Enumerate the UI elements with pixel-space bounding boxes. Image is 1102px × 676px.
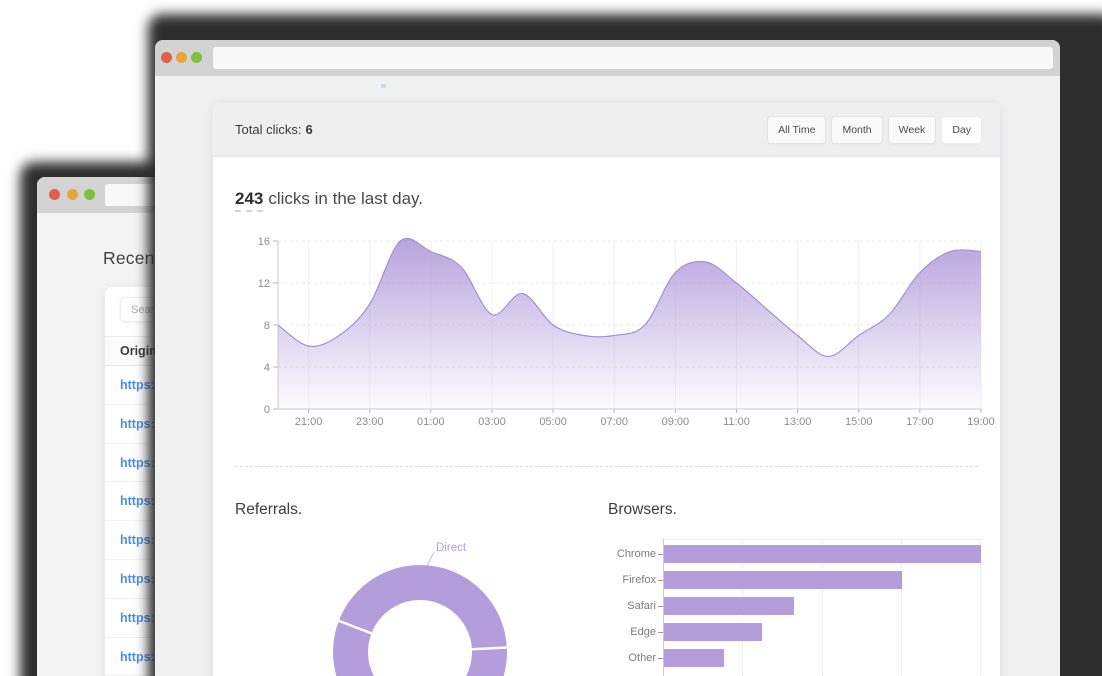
- origin-link[interactable]: https:: [120, 378, 155, 392]
- svg-text:01:00: 01:00: [417, 416, 445, 428]
- bar-axis-tick: [658, 580, 663, 581]
- referrals-donut-chart[interactable]: Direct: [305, 531, 585, 676]
- svg-text:12: 12: [258, 278, 270, 290]
- svg-text:03:00: 03:00: [478, 416, 506, 428]
- bar-other[interactable]: [664, 649, 724, 667]
- svg-text:8: 8: [264, 320, 270, 332]
- bar-label-firefox: Firefox: [622, 574, 656, 586]
- front-url-bar[interactable]: [213, 47, 1053, 69]
- bar-gridline: [900, 539, 902, 676]
- svg-text:15:00: 15:00: [845, 416, 873, 428]
- bar-edge[interactable]: [664, 623, 762, 641]
- svg-text:0: 0: [264, 404, 270, 416]
- total-clicks-value: 6: [305, 122, 313, 137]
- bar-axis-tick: [658, 632, 663, 633]
- svg-text:05:00: 05:00: [539, 416, 567, 428]
- svg-text:21:00: 21:00: [295, 416, 323, 428]
- bar-y-axis: [663, 539, 664, 676]
- bar-chrome[interactable]: [664, 545, 981, 563]
- svg-text:23:00: 23:00: [356, 416, 384, 428]
- traffic-light-minimize-icon[interactable]: [67, 189, 78, 200]
- svg-text:17:00: 17:00: [906, 416, 934, 428]
- range-button-all-time[interactable]: All Time: [767, 115, 827, 144]
- traffic-light-zoom-icon[interactable]: [191, 52, 202, 63]
- range-button-week[interactable]: Week: [887, 115, 937, 144]
- browser-bar-row-firefox: Firefox: [608, 567, 1000, 593]
- bar-label-other: Other: [628, 652, 656, 664]
- front-window-toolbar: [155, 40, 1060, 76]
- browser-bar-row-safari: Safari: [608, 593, 1000, 619]
- recent-heading: Recent: [103, 248, 160, 268]
- bar-firefox[interactable]: [664, 571, 902, 589]
- tiny-page-artifact: [381, 84, 386, 88]
- clicks-headline: 243 clicks in the last day.: [235, 189, 424, 212]
- bar-gridline: [821, 539, 823, 676]
- origin-link[interactable]: https:: [120, 494, 155, 509]
- bar-plot-top-border: [663, 539, 980, 540]
- referrals-title: Referrals.: [235, 501, 303, 518]
- bar-axis-tick: [658, 658, 663, 659]
- traffic-light-close-icon[interactable]: [161, 52, 172, 63]
- origin-link[interactable]: https:: [120, 455, 155, 470]
- bar-label-edge: Edge: [630, 626, 656, 638]
- bar-label-safari: Safari: [627, 600, 656, 612]
- range-button-day[interactable]: Day: [941, 115, 982, 144]
- svg-text:19:00: 19:00: [967, 416, 995, 428]
- section-divider: [235, 466, 978, 467]
- browser-bar-row-edge: Edge: [608, 619, 1000, 645]
- clicks-count: 243: [235, 189, 264, 212]
- traffic-light-zoom-icon[interactable]: [84, 189, 95, 200]
- svg-text:4: 4: [264, 362, 270, 374]
- svg-text:07:00: 07:00: [600, 416, 628, 428]
- clicks-area-chart[interactable]: 21:00 23:00 01:00 03:00 05:00 07:00 09:00 11:00…: [213, 228, 1000, 440]
- bar-axis-tick: [658, 606, 663, 607]
- browser-bar-row-chrome: Chrome: [608, 541, 1000, 567]
- browsers-bar-chart[interactable]: Chrome Firefox Safari Edge Other: [608, 531, 1000, 676]
- browsers-title: Browsers.: [608, 501, 677, 518]
- traffic-light-minimize-icon[interactable]: [176, 52, 187, 63]
- svg-text:09:00: 09:00: [662, 416, 690, 428]
- bar-axis-tick: [658, 554, 663, 555]
- bar-label-chrome: Chrome: [616, 548, 656, 560]
- stats-card-header: Total clicks: 6 All Time Month Week Day: [213, 103, 1000, 157]
- front-browser-window: Total clicks: 6 All Time Month Week Day 243…: [155, 40, 1060, 676]
- browser-bar-row-other: Other: [608, 645, 1000, 671]
- svg-text:16: 16: [258, 236, 270, 248]
- origin-link[interactable]: https:: [120, 533, 155, 548]
- bar-gridline: [980, 539, 981, 676]
- svg-text:11:00: 11:00: [723, 416, 750, 428]
- origin-link[interactable]: https:: [120, 610, 155, 625]
- total-clicks-label: Total clicks:: [235, 122, 302, 137]
- range-button-group: All Time Month Week Day: [762, 115, 982, 144]
- range-button-month[interactable]: Month: [831, 115, 883, 144]
- bar-safari[interactable]: [664, 597, 794, 615]
- svg-text:13:00: 13:00: [784, 416, 812, 428]
- clicks-headline-text: clicks in the last day.: [268, 189, 424, 208]
- stats-card: Total clicks: 6 All Time Month Week Day 243…: [213, 103, 1000, 676]
- origin-link[interactable]: https:: [120, 416, 155, 431]
- origin-link[interactable]: https:: [120, 571, 155, 586]
- origin-link[interactable]: https:: [120, 649, 155, 664]
- traffic-light-close-icon[interactable]: [49, 189, 60, 200]
- donut-label-direct: Direct: [436, 542, 467, 554]
